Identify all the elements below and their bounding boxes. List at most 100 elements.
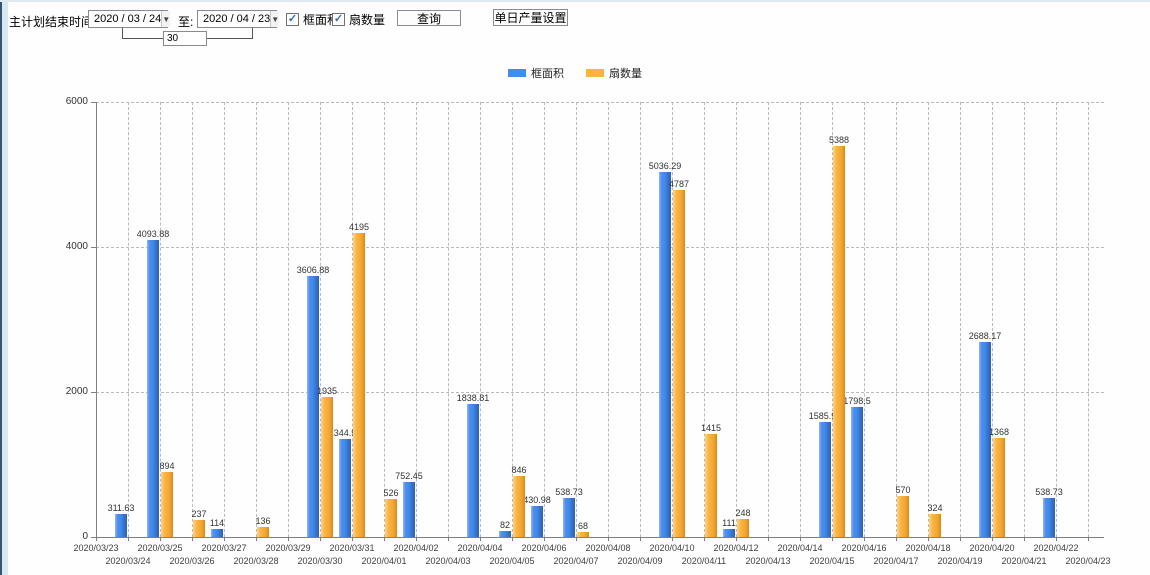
x-axis-tick bbox=[640, 537, 641, 541]
bar-value-label: 4195 bbox=[348, 221, 370, 232]
grid-line-vertical bbox=[640, 102, 641, 537]
grid-line-vertical bbox=[736, 102, 737, 537]
connector-line bbox=[252, 28, 253, 39]
frame-area-checkbox-label: 框面积 bbox=[303, 13, 340, 27]
bar-fan-count bbox=[993, 437, 1005, 537]
x-axis-label: 2020/04/09 bbox=[617, 556, 663, 566]
bar-value-label: 5388 bbox=[828, 135, 850, 146]
bar-value-label: 570 bbox=[895, 484, 911, 495]
bar-value-label: 752.45 bbox=[395, 471, 423, 482]
bar-value-label: 248 bbox=[735, 508, 751, 519]
bar-fan-count bbox=[385, 498, 397, 537]
grid-line-vertical bbox=[800, 102, 801, 537]
x-axis-label: 2020/03/28 bbox=[233, 556, 279, 566]
x-axis-label: 2020/04/19 bbox=[937, 556, 983, 566]
start-date-picker[interactable]: 2020 / 03 / 24 ▼ bbox=[88, 10, 171, 28]
bar-frame-area bbox=[115, 514, 127, 537]
y-axis-tick bbox=[91, 247, 96, 248]
bar-fan-count bbox=[737, 519, 749, 537]
grid-line-vertical bbox=[288, 102, 289, 537]
x-axis-label: 2020/03/26 bbox=[169, 556, 215, 566]
y-axis-label: 2000 bbox=[65, 386, 88, 397]
x-axis-tick bbox=[384, 537, 385, 541]
x-axis-label: 2020/04/01 bbox=[361, 556, 407, 566]
grid-line-horizontal bbox=[96, 392, 1104, 393]
bar-fan-count bbox=[161, 472, 173, 537]
x-axis-tick bbox=[448, 537, 449, 541]
y-axis-label: 6000 bbox=[65, 96, 88, 107]
grid-line-vertical bbox=[384, 102, 385, 537]
fan-count-checkbox[interactable]: ✓ 扇数量 bbox=[332, 11, 385, 28]
bar-value-label: 3606.88 bbox=[296, 264, 330, 275]
checkbox-check-icon: ✓ bbox=[286, 13, 299, 26]
x-axis-label: 2020/03/24 bbox=[105, 556, 151, 566]
frame-area-checkbox[interactable]: ✓ 框面积 bbox=[286, 11, 339, 28]
bar-fan-count bbox=[577, 532, 589, 537]
bar-value-label: 538.73 bbox=[555, 486, 583, 497]
bar-value-label: 1585.96 bbox=[808, 411, 842, 422]
x-axis-tick bbox=[544, 537, 545, 541]
window-left-edge bbox=[0, 0, 2, 575]
bar-value-label: 311.63 bbox=[107, 503, 135, 514]
x-axis-label: 2020/03/27 bbox=[201, 543, 247, 553]
x-axis-tick bbox=[896, 537, 897, 541]
start-date-dropdown-button[interactable]: ▼ bbox=[161, 11, 171, 27]
x-axis-label: 2020/04/11 bbox=[681, 556, 727, 566]
grid-line-vertical bbox=[1088, 102, 1089, 537]
x-axis-label: 2020/04/08 bbox=[585, 543, 631, 553]
x-axis-label: 2020/03/30 bbox=[297, 556, 343, 566]
bar-frame-area bbox=[851, 406, 863, 537]
x-axis-tick bbox=[576, 537, 577, 541]
bar-fan-count bbox=[929, 513, 941, 537]
bar-value-label: 1368 bbox=[988, 426, 1010, 437]
x-axis-label: 2020/04/18 bbox=[905, 543, 951, 553]
daily-output-settings-button[interactable]: 单日产量设置 bbox=[493, 9, 568, 26]
grid-line-vertical bbox=[512, 102, 513, 537]
legend-swatch-blue bbox=[508, 69, 526, 77]
grid-line-vertical bbox=[992, 102, 993, 537]
grid-line-vertical bbox=[608, 102, 609, 537]
bar-frame-area bbox=[467, 403, 479, 537]
y-axis-label: 4000 bbox=[65, 241, 88, 252]
x-axis-tick bbox=[768, 537, 769, 541]
bar-fan-count bbox=[257, 527, 269, 537]
bar-fan-count bbox=[353, 232, 365, 537]
bar-value-label: 1935 bbox=[316, 385, 338, 396]
y-axis-tick bbox=[91, 392, 96, 393]
x-axis-label: 2020/04/20 bbox=[969, 543, 1015, 553]
x-axis-tick bbox=[320, 537, 321, 541]
bar-fan-count bbox=[673, 189, 685, 537]
bar-value-label: 846 bbox=[511, 464, 527, 475]
x-axis-label: 2020/04/02 bbox=[393, 543, 439, 553]
x-axis-tick bbox=[512, 537, 513, 541]
bar-value-label: 430.98 bbox=[523, 494, 551, 505]
legend-item-fan-count: 扇数量 bbox=[586, 65, 642, 81]
x-axis-label: 2020/04/12 bbox=[713, 543, 759, 553]
connector-line bbox=[122, 28, 123, 39]
checkbox-check-icon: ✓ bbox=[332, 13, 345, 26]
bar-value-label: 4787 bbox=[668, 178, 690, 189]
bar-frame-area bbox=[211, 528, 223, 537]
y-axis-tick bbox=[91, 537, 96, 538]
bar-fan-count bbox=[193, 519, 205, 537]
grid-line-vertical bbox=[704, 102, 705, 537]
bar-value-label: 538.73 bbox=[1035, 486, 1063, 497]
bar-frame-area bbox=[531, 505, 543, 537]
x-axis-label: 2020/04/06 bbox=[521, 543, 567, 553]
x-axis-label: 2020/04/10 bbox=[649, 543, 695, 553]
chevron-down-icon: ▼ bbox=[271, 14, 280, 24]
x-axis-label: 2020/04/16 bbox=[841, 543, 887, 553]
query-button[interactable]: 查询 bbox=[397, 10, 461, 26]
connector-line bbox=[122, 38, 163, 39]
x-axis-tick bbox=[1056, 537, 1057, 541]
end-date-value: 2020 / 04 / 23 bbox=[203, 13, 271, 25]
grid-line-vertical bbox=[768, 102, 769, 537]
end-date-picker[interactable]: 2020 / 04 / 23 ▼ bbox=[197, 10, 280, 28]
bar-fan-count bbox=[833, 146, 845, 537]
x-axis-tick bbox=[416, 537, 417, 541]
bar-fan-count bbox=[705, 434, 717, 537]
end-date-dropdown-button[interactable]: ▼ bbox=[270, 11, 280, 27]
x-axis-label: 2020/04/05 bbox=[489, 556, 535, 566]
days-count-input[interactable] bbox=[163, 31, 207, 46]
bar-value-label: 894 bbox=[159, 461, 175, 472]
